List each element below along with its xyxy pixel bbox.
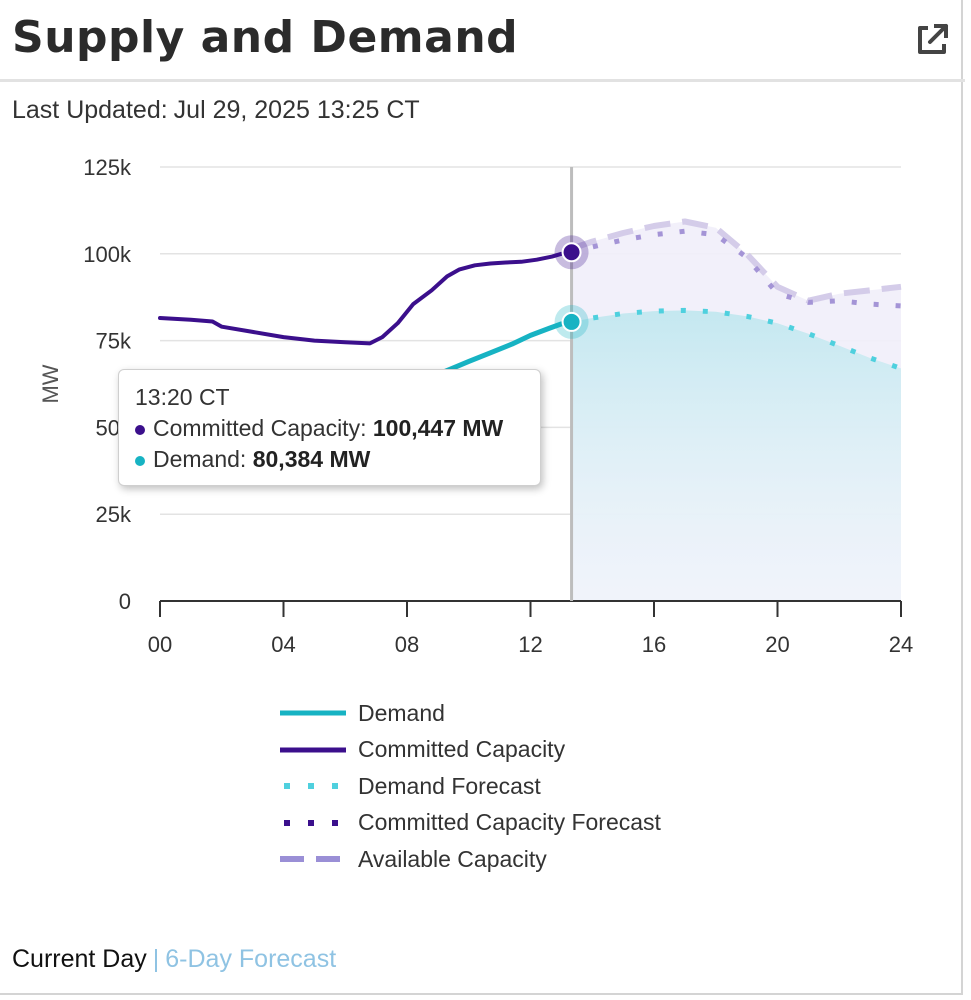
demand-forecast-area <box>571 310 901 601</box>
tooltip-demand-value: 80,384 MW <box>252 446 371 472</box>
tooltip-time: 13:20 CT <box>135 384 230 410</box>
y-axis-label: MW <box>38 364 63 403</box>
y-tick-label: 25k <box>96 502 132 527</box>
committed-marker <box>561 242 582 263</box>
six-day-forecast-link[interactable]: 6-Day Forecast <box>165 945 337 973</box>
y-tick-label: 100k <box>83 242 132 267</box>
chart-tooltip: 13:20 CT Committed Capacity: 100,447 MW … <box>118 369 541 486</box>
card-header: Supply and Demand <box>0 0 965 82</box>
legend-item-available-capacity[interactable]: Available Capacity <box>280 841 661 878</box>
legend-swatch-committed-capacity-forecast <box>284 819 346 826</box>
view-switcher: Current Day | 6-Day Forecast <box>12 945 336 974</box>
tooltip-committed-value: 100,447 MW <box>372 415 504 441</box>
tooltip-row-demand: Demand: 80,384 MW <box>135 446 524 473</box>
legend-label-committed-capacity: Committed Capacity <box>358 736 566 763</box>
chart-legend: Demand Committed Capacity Demand Forecas… <box>280 695 661 878</box>
legend-item-committed-capacity-forecast[interactable]: Committed Capacity Forecast <box>280 805 661 842</box>
legend-label-demand: Demand <box>358 699 445 726</box>
legend-item-demand-forecast[interactable]: Demand Forecast <box>280 768 661 805</box>
last-updated-value: Jul 29, 2025 13:25 CT <box>173 96 420 124</box>
legend-label-demand-forecast: Demand Forecast <box>358 772 541 799</box>
x-tick-label: 20 <box>765 632 789 657</box>
series-line-demand-forecast <box>571 307 902 371</box>
view-separator: | <box>152 945 160 973</box>
y-tick-label: 125k <box>83 155 132 180</box>
series-line-committed-capacity-forecast <box>570 228 902 309</box>
tooltip-demand-dot <box>135 455 145 466</box>
last-updated-label: Last Updated: <box>12 96 168 124</box>
legend-swatch-demand-forecast <box>284 783 346 790</box>
series-line-available-capacity <box>570 218 902 304</box>
tooltip-demand-label: Demand: <box>153 446 247 472</box>
legend-swatch-available-capacity <box>280 856 346 863</box>
x-tick-label: 24 <box>889 632 913 657</box>
y-tick-label: 75k <box>96 329 132 354</box>
x-tick-label: 00 <box>148 632 172 657</box>
card-title: Supply and Demand <box>12 12 519 63</box>
last-updated: Last Updated: Jul 29, 2025 13:25 CT <box>12 96 420 125</box>
series-line-committed-capacity <box>158 250 574 346</box>
legend-swatch-demand <box>280 710 346 716</box>
current-day-tab: Current Day <box>12 945 147 973</box>
demand-marker <box>561 311 582 332</box>
legend-item-committed-capacity[interactable]: Committed Capacity <box>280 732 661 769</box>
y-tick-label: 0 <box>119 589 131 614</box>
tooltip-committed-dot <box>135 424 145 435</box>
external-link-icon[interactable] <box>914 22 950 58</box>
legend-label-available-capacity: Available Capacity <box>358 845 547 872</box>
x-tick-label: 08 <box>395 632 419 657</box>
x-tick-label: 16 <box>642 632 666 657</box>
tooltip-committed-label: Committed Capacity: <box>153 415 367 441</box>
series-line-demand <box>441 319 575 375</box>
x-tick-label: 04 <box>271 632 295 657</box>
tooltip-row-committed: Committed Capacity: 100,447 MW <box>135 415 524 442</box>
x-tick-label: 12 <box>518 632 542 657</box>
legend-swatch-committed-capacity <box>280 747 346 753</box>
legend-item-demand[interactable]: Demand <box>280 695 661 732</box>
legend-label-committed-capacity-forecast: Committed Capacity Forecast <box>358 809 661 836</box>
